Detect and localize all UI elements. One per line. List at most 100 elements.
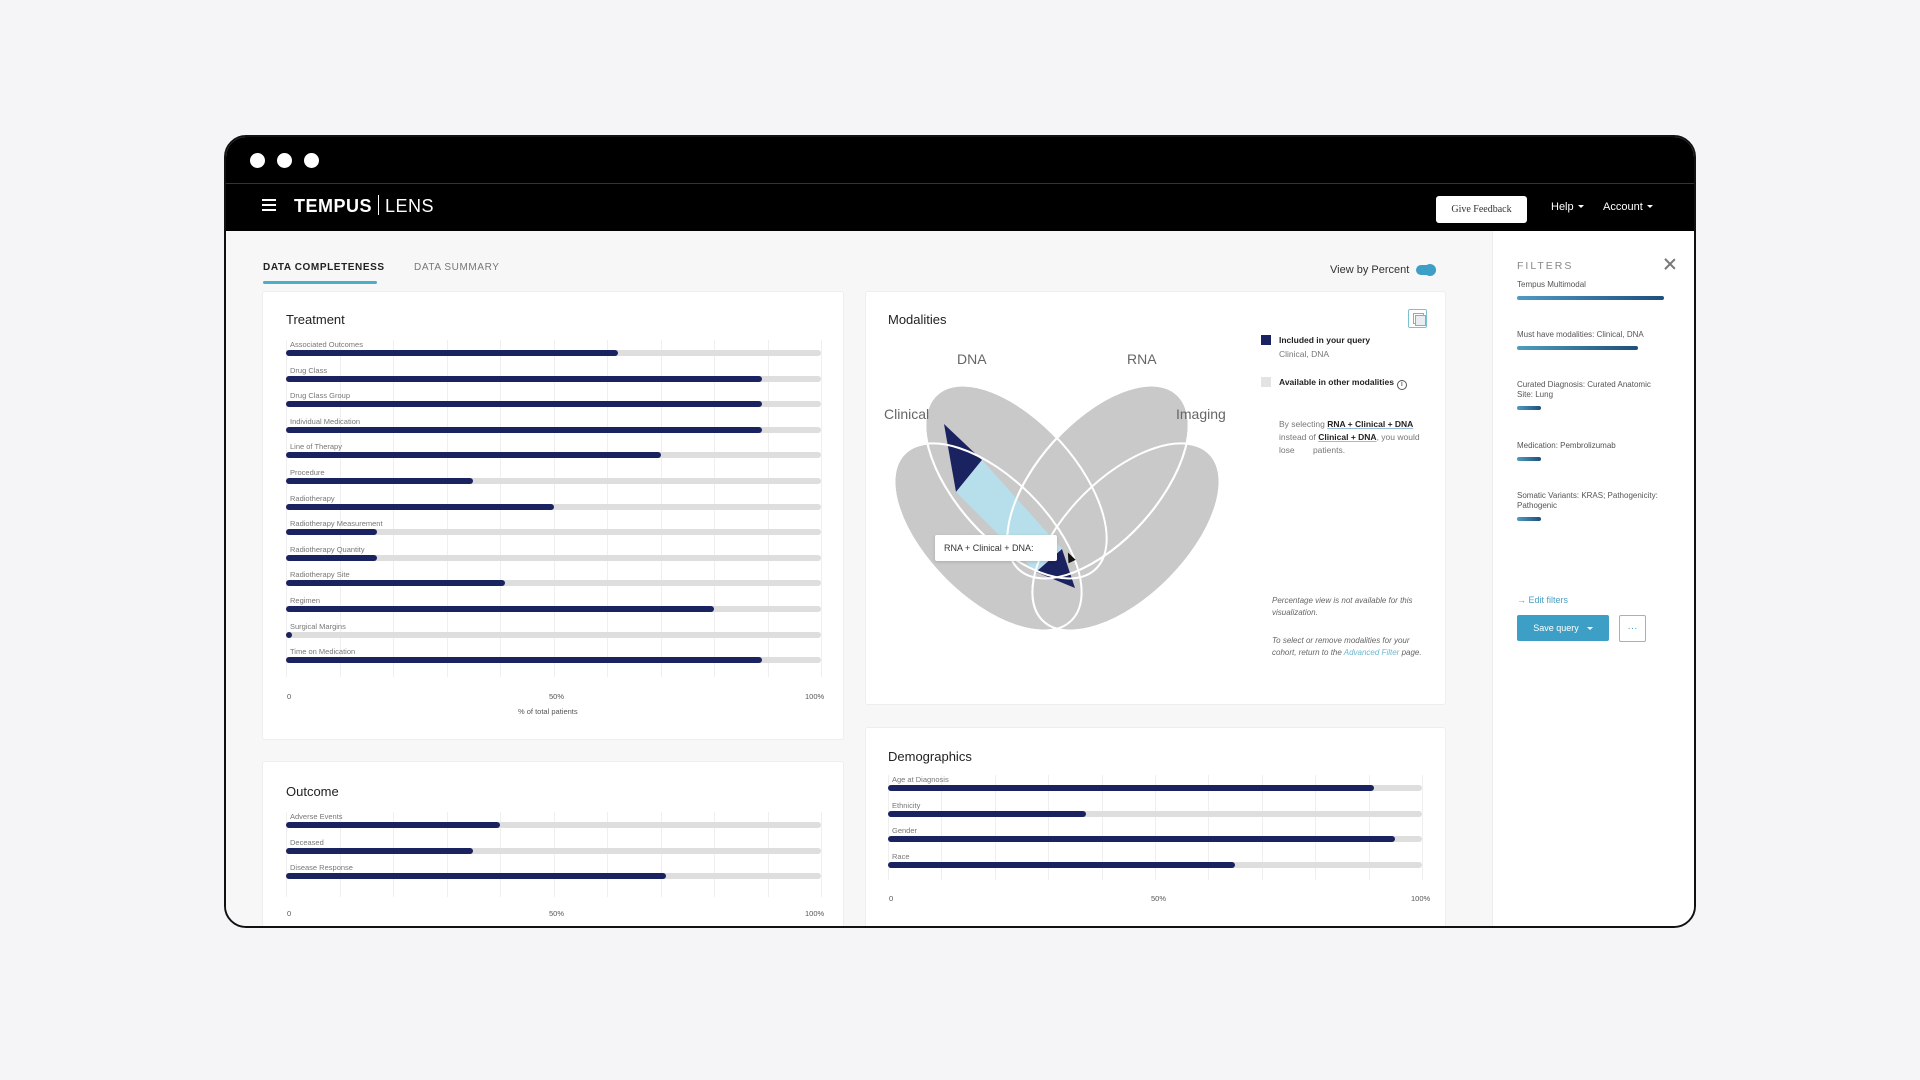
gridline xyxy=(393,812,394,897)
gridline xyxy=(553,812,555,897)
hamburger-menu-icon[interactable] xyxy=(262,199,276,211)
bar-row[interactable]: Radiotherapy Quantity xyxy=(286,545,821,570)
bar-row[interactable]: Ethnicity xyxy=(888,801,1422,826)
bar-row[interactable]: Radiotherapy xyxy=(286,494,821,519)
help-menu[interactable]: Help xyxy=(1551,201,1584,213)
bar-fill xyxy=(286,503,554,510)
gridline xyxy=(286,812,287,897)
copy-icon[interactable] xyxy=(1408,309,1427,328)
filter-item[interactable]: Curated Diagnosis: Curated Anatomic Site… xyxy=(1517,380,1667,410)
bar-row[interactable]: Adverse Events xyxy=(286,812,821,837)
bar-label: Associated Outcomes xyxy=(290,340,363,349)
bar-row[interactable]: Time on Medication xyxy=(286,647,821,672)
filter-item[interactable]: Tempus Multimodal xyxy=(1517,280,1667,300)
more-options-button[interactable]: ··· xyxy=(1619,615,1646,642)
current-modality-link[interactable]: Clinical + DNA xyxy=(1318,432,1377,442)
filter-item[interactable]: Somatic Variants: KRAS; Pathogenicity: P… xyxy=(1517,491,1667,521)
axis-tick: 50% xyxy=(1151,894,1167,903)
demographics-card: Demographics Age at Diagnosis Ethnicity Ge… xyxy=(866,728,1445,926)
bar-fill xyxy=(286,873,666,880)
selected-modality-link[interactable]: RNA + Clinical + DNA xyxy=(1327,419,1414,429)
filter-progress-bar xyxy=(1517,457,1541,461)
gridline xyxy=(767,812,769,897)
filter-label: Curated Diagnosis: Curated Anatomic Site… xyxy=(1517,380,1651,399)
axis-tick: 0 xyxy=(889,894,894,903)
bar-row[interactable]: Race xyxy=(888,852,1422,877)
bar-row[interactable]: Individual Medication xyxy=(286,417,821,442)
bar-row[interactable]: Age at Diagnosis xyxy=(888,775,1422,800)
filter-item[interactable]: Must have modalities: Clinical, DNA xyxy=(1517,330,1667,350)
bar-row[interactable]: Drug Class xyxy=(286,366,821,391)
bar-fill xyxy=(888,785,1374,791)
tab-data-completeness[interactable]: DATA COMPLETENESS xyxy=(263,262,385,273)
app-logo[interactable]: TEMPUS LENS xyxy=(294,195,435,216)
bar-row[interactable]: Radiotherapy Measurement xyxy=(286,519,821,544)
venn-svg xyxy=(893,384,1221,632)
bar-row[interactable]: Drug Class Group xyxy=(286,391,821,416)
bar-fill xyxy=(286,478,474,484)
gridline xyxy=(821,812,822,897)
bar-label: Radiotherapy Quantity xyxy=(290,544,365,554)
save-query-button[interactable]: Save query xyxy=(1517,615,1609,641)
bar-fill xyxy=(888,836,1396,843)
bar-track xyxy=(286,375,821,382)
chevron-down-icon xyxy=(1586,626,1593,630)
gridline xyxy=(1155,775,1156,880)
tab-data-summary[interactable]: DATA SUMMARY xyxy=(414,262,500,273)
bar-fill xyxy=(286,847,474,854)
venn-tooltip: RNA + Clinical + DNA: xyxy=(935,535,1057,561)
bar-row[interactable]: Procedure xyxy=(286,468,821,493)
bar-row[interactable]: Surgical Margins xyxy=(286,622,821,647)
bar-label: Drug Class Group xyxy=(290,391,351,401)
legend-swatch-included xyxy=(1261,335,1271,345)
bar-row[interactable]: Deceased xyxy=(286,838,821,863)
bar-row[interactable]: Gender xyxy=(888,826,1422,851)
bar-track xyxy=(286,503,821,510)
account-menu[interactable]: Account xyxy=(1603,201,1653,213)
axis-tick: 100% xyxy=(805,909,825,918)
gridline xyxy=(821,340,822,677)
bar-row[interactable]: Associated Outcomes xyxy=(286,340,821,365)
axis-tick: 50% xyxy=(549,909,565,918)
card-title: Modalities xyxy=(888,312,947,327)
window-minimize-dot[interactable] xyxy=(277,153,292,168)
filter-item[interactable]: Medication: Pembrolizumab xyxy=(1517,441,1667,461)
bar-fill xyxy=(286,375,763,382)
edit-filters-link[interactable]: → Edit filters xyxy=(1517,595,1569,605)
modalities-card: Modalities xyxy=(866,292,1445,704)
venn-diagram: RNA + Clinical + DNA: xyxy=(886,332,1246,642)
give-feedback-button[interactable]: Give Feedback xyxy=(1436,196,1527,223)
bar-row[interactable]: Regimen xyxy=(286,596,821,621)
modality-selection-note: By selecting RNA + Clinical + DNA instea… xyxy=(1279,419,1420,455)
bar-track xyxy=(286,580,821,587)
bar-track xyxy=(286,529,821,536)
bar-fill xyxy=(286,580,506,587)
view-by-percent-toggle[interactable] xyxy=(1416,264,1436,276)
gridline xyxy=(1208,775,1210,880)
axis-tick: 100% xyxy=(805,692,825,701)
bar-track xyxy=(286,822,821,828)
bar-row[interactable]: Disease Response xyxy=(286,863,821,888)
window-maximize-dot[interactable] xyxy=(304,153,319,168)
info-icon[interactable]: i xyxy=(1396,380,1407,390)
bar-track xyxy=(888,861,1422,868)
bar-label: Procedure xyxy=(290,468,325,477)
bar-label: Surgical Margins xyxy=(290,621,346,631)
advanced-filter-link[interactable]: Advanced Filter xyxy=(1343,648,1400,657)
bar-row[interactable]: Line of Therapy xyxy=(286,442,821,467)
close-icon[interactable] xyxy=(1663,257,1677,271)
venn-label-rna: RNA xyxy=(1127,351,1157,367)
card-title: Demographics xyxy=(888,749,972,764)
filter-progress-bar xyxy=(1517,296,1664,300)
bar-label: Radiotherapy Site xyxy=(290,570,350,580)
bar-row[interactable]: Radiotherapy Site xyxy=(286,570,821,595)
bar-track xyxy=(888,836,1422,843)
gridline xyxy=(941,775,943,880)
bar-fill xyxy=(286,401,763,408)
axis-tick: 0 xyxy=(287,692,292,701)
bar-label: Deceased xyxy=(290,837,324,847)
gridline xyxy=(1315,775,1317,880)
bar-label: Disease Response xyxy=(290,863,353,873)
window-close-dot[interactable] xyxy=(250,153,265,168)
filter-label: Somatic Variants: KRAS; Pathogenicity: P… xyxy=(1517,491,1658,510)
